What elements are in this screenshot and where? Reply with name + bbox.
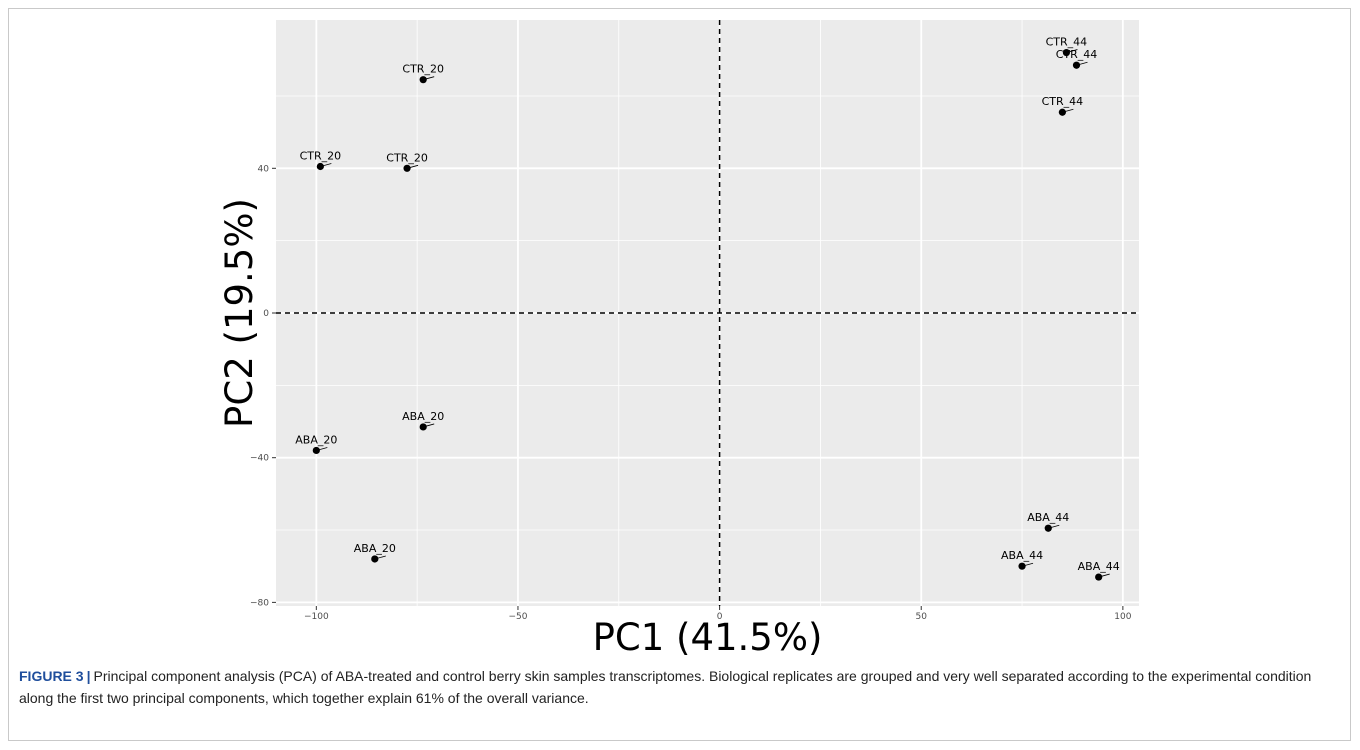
- caption-separator: |: [86, 668, 91, 684]
- point-label: CTR_44: [1046, 36, 1088, 49]
- pca-scatter-chart: −100 −50 0 50 100 −80 −40 0 40 CTR_20 CTR_20 CTR_2…: [218, 20, 1139, 659]
- point-label: CTR_20: [386, 151, 428, 164]
- caption-text: Principal component analysis (PCA) of AB…: [19, 668, 1312, 706]
- data-point: [1044, 524, 1052, 532]
- y-tick-label: 40: [258, 164, 270, 174]
- caption-label: FIGURE 3: [19, 668, 84, 684]
- x-tick-label: −100: [304, 612, 329, 622]
- data-point: [371, 555, 379, 563]
- x-tick-label: 0: [717, 612, 723, 622]
- data-point: [419, 76, 427, 84]
- point-label: ABA_44: [1027, 511, 1069, 524]
- data-point: [1062, 48, 1071, 57]
- data-point: [1072, 61, 1081, 69]
- figure-frame: [8, 8, 1351, 741]
- x-tick-label: 50: [916, 612, 928, 622]
- figure-caption: FIGURE 3 | Principal component analysis (P…: [19, 665, 1339, 709]
- data-point: [419, 423, 427, 431]
- reference-lines: [276, 20, 1139, 606]
- data-point: [1058, 108, 1066, 116]
- y-axis-title: PC2 (19.5%): [218, 198, 261, 428]
- point-label: ABA_20: [295, 433, 337, 446]
- point-label: CTR_44: [1056, 48, 1098, 61]
- data-point: [1018, 562, 1026, 570]
- y-tick-label: 0: [263, 309, 269, 319]
- x-tick-label: −50: [508, 612, 527, 622]
- point-label: CTR_20: [300, 150, 342, 163]
- data-point: [1095, 573, 1103, 581]
- data-point: [403, 164, 411, 172]
- point-label: ABA_20: [402, 410, 444, 423]
- x-tick-label: 100: [1114, 612, 1131, 622]
- y-tick-label: −40: [250, 454, 269, 464]
- point-label: CTR_44: [1042, 95, 1084, 108]
- point-label: ABA_20: [354, 542, 396, 555]
- point-label: CTR_20: [402, 63, 444, 76]
- point-label: ABA_44: [1078, 560, 1120, 573]
- x-axis-title: PC1 (41.5%): [593, 616, 823, 659]
- point-label: ABA_44: [1001, 549, 1043, 562]
- data-point: [312, 446, 320, 455]
- axes: −100 −50 0 50 100 −80 −40 0 40: [250, 164, 1132, 622]
- y-tick-label: −80: [250, 598, 269, 608]
- data-point: [316, 162, 324, 171]
